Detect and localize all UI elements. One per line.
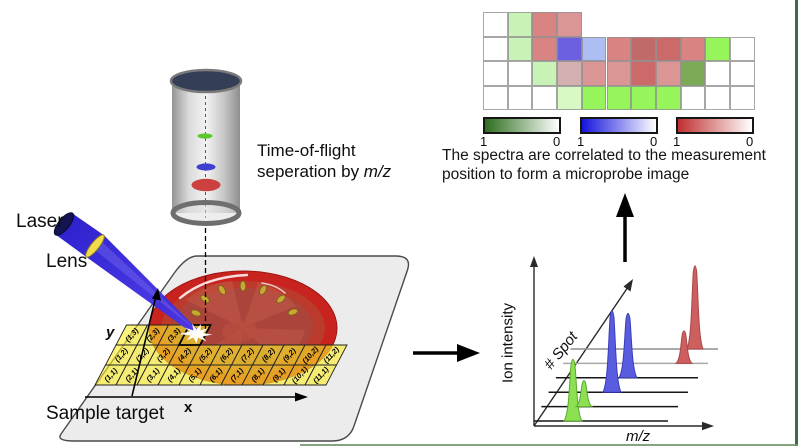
spectra-series	[534, 265, 718, 422]
tof-label-line1: Time-of-flight	[257, 141, 356, 160]
heatmap-cell	[507, 61, 533, 86]
lens-element	[85, 234, 105, 258]
ion-intensity-axis-label: Ion intensity	[499, 302, 517, 384]
heatmap-cell	[557, 61, 582, 86]
tube-top-cap	[169, 68, 243, 94]
tof-label-line2: seperation by m/z	[257, 162, 392, 182]
heatmap-cell	[581, 85, 607, 111]
heatmap-cell	[507, 12, 533, 37]
mz-axis-label: m/z	[626, 428, 651, 445]
flow-arrows	[413, 193, 634, 362]
colorbar-red	[676, 117, 754, 134]
heatmap-cell	[730, 85, 755, 111]
tof-label: Time-of-flight seperation by m/z	[257, 140, 391, 183]
figure-bottom-border	[300, 444, 798, 446]
colorbar-right-label: 0	[650, 134, 658, 149]
heatmap-cell	[606, 36, 632, 62]
spectrum-peak-blue	[602, 310, 622, 393]
colorbar-right-label: 0	[746, 134, 754, 149]
colorbar-green	[483, 117, 561, 134]
heatmap-cell	[581, 61, 607, 86]
laser-assembly	[53, 212, 199, 336]
heatmap-cell	[483, 85, 508, 111]
figure-right-border	[795, 0, 798, 446]
heatmap-cell	[705, 61, 730, 86]
ion-packet-red	[191, 178, 221, 192]
heatmap-cell	[730, 61, 755, 86]
heatmap-cell	[631, 85, 656, 111]
heatmap-cell	[532, 61, 558, 86]
heatmap-cell	[655, 85, 681, 111]
sample-target-label: Sample target	[46, 403, 165, 424]
tof-tube	[169, 68, 243, 226]
microprobe-description: The spectra are correlated to the measur…	[442, 146, 766, 185]
heatmap-cell	[631, 36, 656, 62]
heatmap-cell	[532, 12, 558, 37]
heatmap-cell	[483, 36, 508, 62]
spectrum-peak-red	[674, 330, 694, 364]
heatmap-cell	[483, 61, 508, 86]
ablation-starburst	[179, 323, 213, 344]
description-line2: position to form a microprobe image	[442, 166, 690, 184]
x-axis-label: x	[184, 399, 193, 416]
heatmap-cell	[680, 85, 706, 111]
description-line1: The spectra are correlated to the measur…	[442, 147, 766, 164]
heatmap-cell	[532, 85, 558, 111]
heatmap-cell	[507, 85, 533, 111]
heatmap-cell	[705, 85, 730, 111]
spectrum-peak-green	[574, 380, 594, 408]
heatmap-cell	[730, 36, 755, 62]
tube-bottom-ring	[170, 200, 242, 226]
ion-packet-green	[197, 133, 213, 139]
y-axis-label: y	[106, 324, 115, 341]
heatmap-cell	[655, 61, 681, 86]
laser-label: Laser	[16, 211, 64, 232]
heatmap-cell	[483, 12, 508, 37]
heatmap-cell	[680, 36, 706, 62]
laser-aperture	[53, 212, 75, 236]
mz-italic: m/z	[363, 162, 392, 182]
tomato-seeds	[190, 280, 299, 317]
colorbar-left-label: 1	[480, 134, 488, 149]
plate-axes	[85, 288, 308, 402]
spectra-plot	[530, 256, 718, 431]
heatmap-cell	[705, 36, 730, 62]
microprobe-heatmap	[483, 12, 755, 111]
heatmap-cell	[606, 85, 632, 111]
colorbar-blue	[580, 117, 658, 134]
spectrum-peak-red	[686, 265, 704, 350]
colorbar-right-label: 0	[553, 134, 561, 149]
heatmap-cell	[507, 36, 533, 62]
heatmap-cell	[631, 61, 656, 86]
heatmap-cell	[532, 36, 558, 62]
heatmap-cell	[581, 36, 607, 62]
heatmap-cell	[606, 61, 632, 86]
heatmap-cell	[557, 12, 582, 37]
colorbar-left-label: 1	[577, 134, 585, 149]
heatmap-cell	[655, 36, 681, 62]
colorbar-left-label: 1	[673, 134, 681, 149]
heatmap-cell	[557, 85, 582, 111]
grid-cell	[314, 344, 348, 366]
heatmap-cell	[557, 36, 582, 62]
heatmap-cell	[680, 61, 706, 86]
laser-beam-core	[96, 239, 197, 331]
spectrum-peak-green	[563, 358, 583, 422]
ion-packet-blue	[196, 163, 216, 171]
spectrum-peak-blue	[618, 312, 638, 379]
spectra-axes	[530, 256, 714, 431]
lens-label: Lens	[46, 251, 88, 272]
